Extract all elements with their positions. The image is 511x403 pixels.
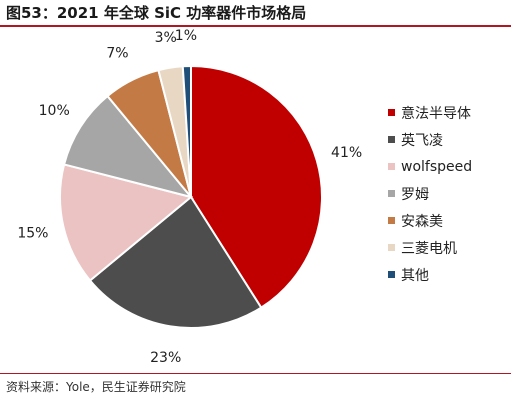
pie-slice-英飞凌 xyxy=(88,195,263,329)
legend-swatch xyxy=(388,217,395,224)
data-label-三菱电机: 3% xyxy=(155,30,177,46)
pie-slice-罗姆 xyxy=(62,94,194,199)
legend-item-三菱电机: 三菱电机 xyxy=(388,234,472,261)
pie-slice-wolfspeed xyxy=(59,163,194,282)
pie-data-labels: 41% 23% 15% 10% 7% 3%1% xyxy=(17,28,362,366)
pie-slice-其他 xyxy=(181,64,192,198)
legend-label: 其他 xyxy=(401,267,429,284)
data-label-wolfspeed: 15% xyxy=(17,225,48,241)
legend-label: wolfspeed xyxy=(401,158,473,175)
legend-swatch xyxy=(388,136,395,143)
legend-swatch xyxy=(388,271,395,278)
pie-slices xyxy=(59,64,324,329)
legend-item-英飞凌: 英飞凌 xyxy=(388,126,472,153)
data-label-罗姆: 10% xyxy=(39,103,70,119)
chart-title: 图53：2021 年全球 SiC 功率器件市场格局 xyxy=(6,4,307,22)
legend-swatch xyxy=(388,244,395,251)
title-divider xyxy=(0,25,511,27)
legend-item-安森美: 安森美 xyxy=(388,207,472,234)
pie-chart: 41% 23% 15% 10% 7% 3%1% xyxy=(17,28,362,366)
legend-swatch xyxy=(388,163,395,170)
source-note: 资料来源：Yole，民生证券研究院 xyxy=(6,380,186,394)
legend-swatch xyxy=(388,190,395,197)
data-label-安森美: 7% xyxy=(106,46,128,62)
legend-label: 意法半导体 xyxy=(401,105,471,122)
legend-label: 三菱电机 xyxy=(401,240,457,257)
data-label-意法半导体: 41% xyxy=(331,145,362,161)
legend-label: 罗姆 xyxy=(401,186,429,203)
legend-item-其他: 其他 xyxy=(388,261,472,288)
chart-legend: 意法半导体英飞凌 wolfspeed 罗姆安森美三菱电机其他 xyxy=(388,99,472,288)
legend-swatch xyxy=(388,109,395,116)
data-label-英飞凌: 23% xyxy=(150,350,181,366)
legend-item-wolfspeed: wolfspeed xyxy=(388,153,472,180)
legend-label: 安森美 xyxy=(401,213,443,230)
data-label-其他: 1% xyxy=(175,28,197,44)
footer-divider xyxy=(0,373,511,374)
legend-item-意法半导体: 意法半导体 xyxy=(388,99,472,126)
legend-label: 英飞凌 xyxy=(401,132,443,149)
legend-item-罗姆: 罗姆 xyxy=(388,180,472,207)
